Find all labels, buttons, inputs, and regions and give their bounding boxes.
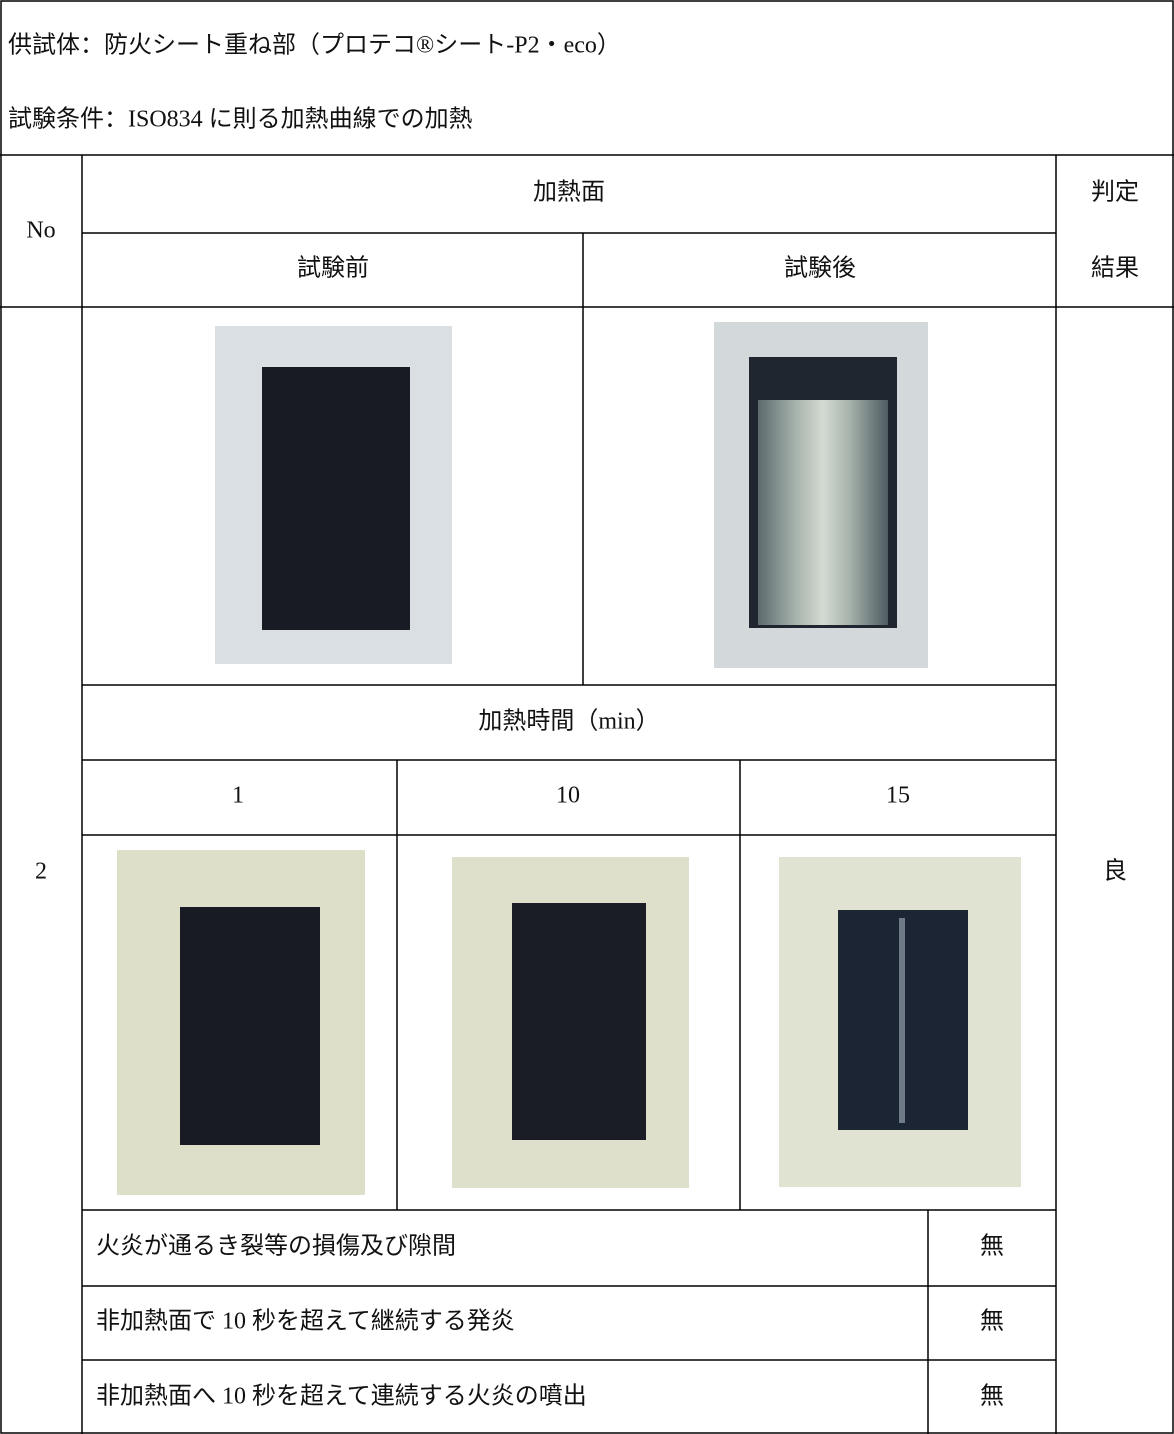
result: 無 — [980, 1308, 1004, 1335]
judgment-header: 判定 — [1091, 179, 1139, 206]
condition: 試験条件：ISO834 に則る加熱曲線での加熱 — [8, 106, 473, 133]
time: 1 — [232, 783, 244, 809]
criterion: 火炎が通るき裂等の損傷及び隙間 — [96, 1233, 456, 1260]
photo-10min — [452, 857, 689, 1188]
verdict: 良 — [1103, 858, 1127, 885]
specimen: 供試体：防火シート重ね部（プロテコ®シート-P2・eco） — [8, 32, 621, 59]
result: 無 — [980, 1233, 1004, 1260]
photo-after — [714, 322, 928, 668]
after-header: 試験後 — [784, 255, 856, 282]
result: 無 — [980, 1383, 1004, 1410]
heating-surface: 加熱面 — [533, 179, 605, 206]
time: 10 — [556, 783, 580, 809]
judgment-header: 結果 — [1091, 255, 1139, 282]
time: 15 — [886, 783, 910, 809]
before-header: 試験前 — [297, 255, 369, 282]
heating-time: 加熱時間（min） — [478, 708, 659, 735]
criterion: 非加熱面で 10 秒を超えて継続する発炎 — [96, 1308, 515, 1335]
photo-1min — [117, 850, 365, 1195]
photo-before — [215, 326, 452, 664]
no: 2 — [35, 859, 47, 885]
no-header: No — [26, 218, 55, 244]
criterion: 非加熱面へ 10 秒を超えて連続する火炎の噴出 — [96, 1383, 587, 1410]
photo-15min — [779, 857, 1021, 1187]
